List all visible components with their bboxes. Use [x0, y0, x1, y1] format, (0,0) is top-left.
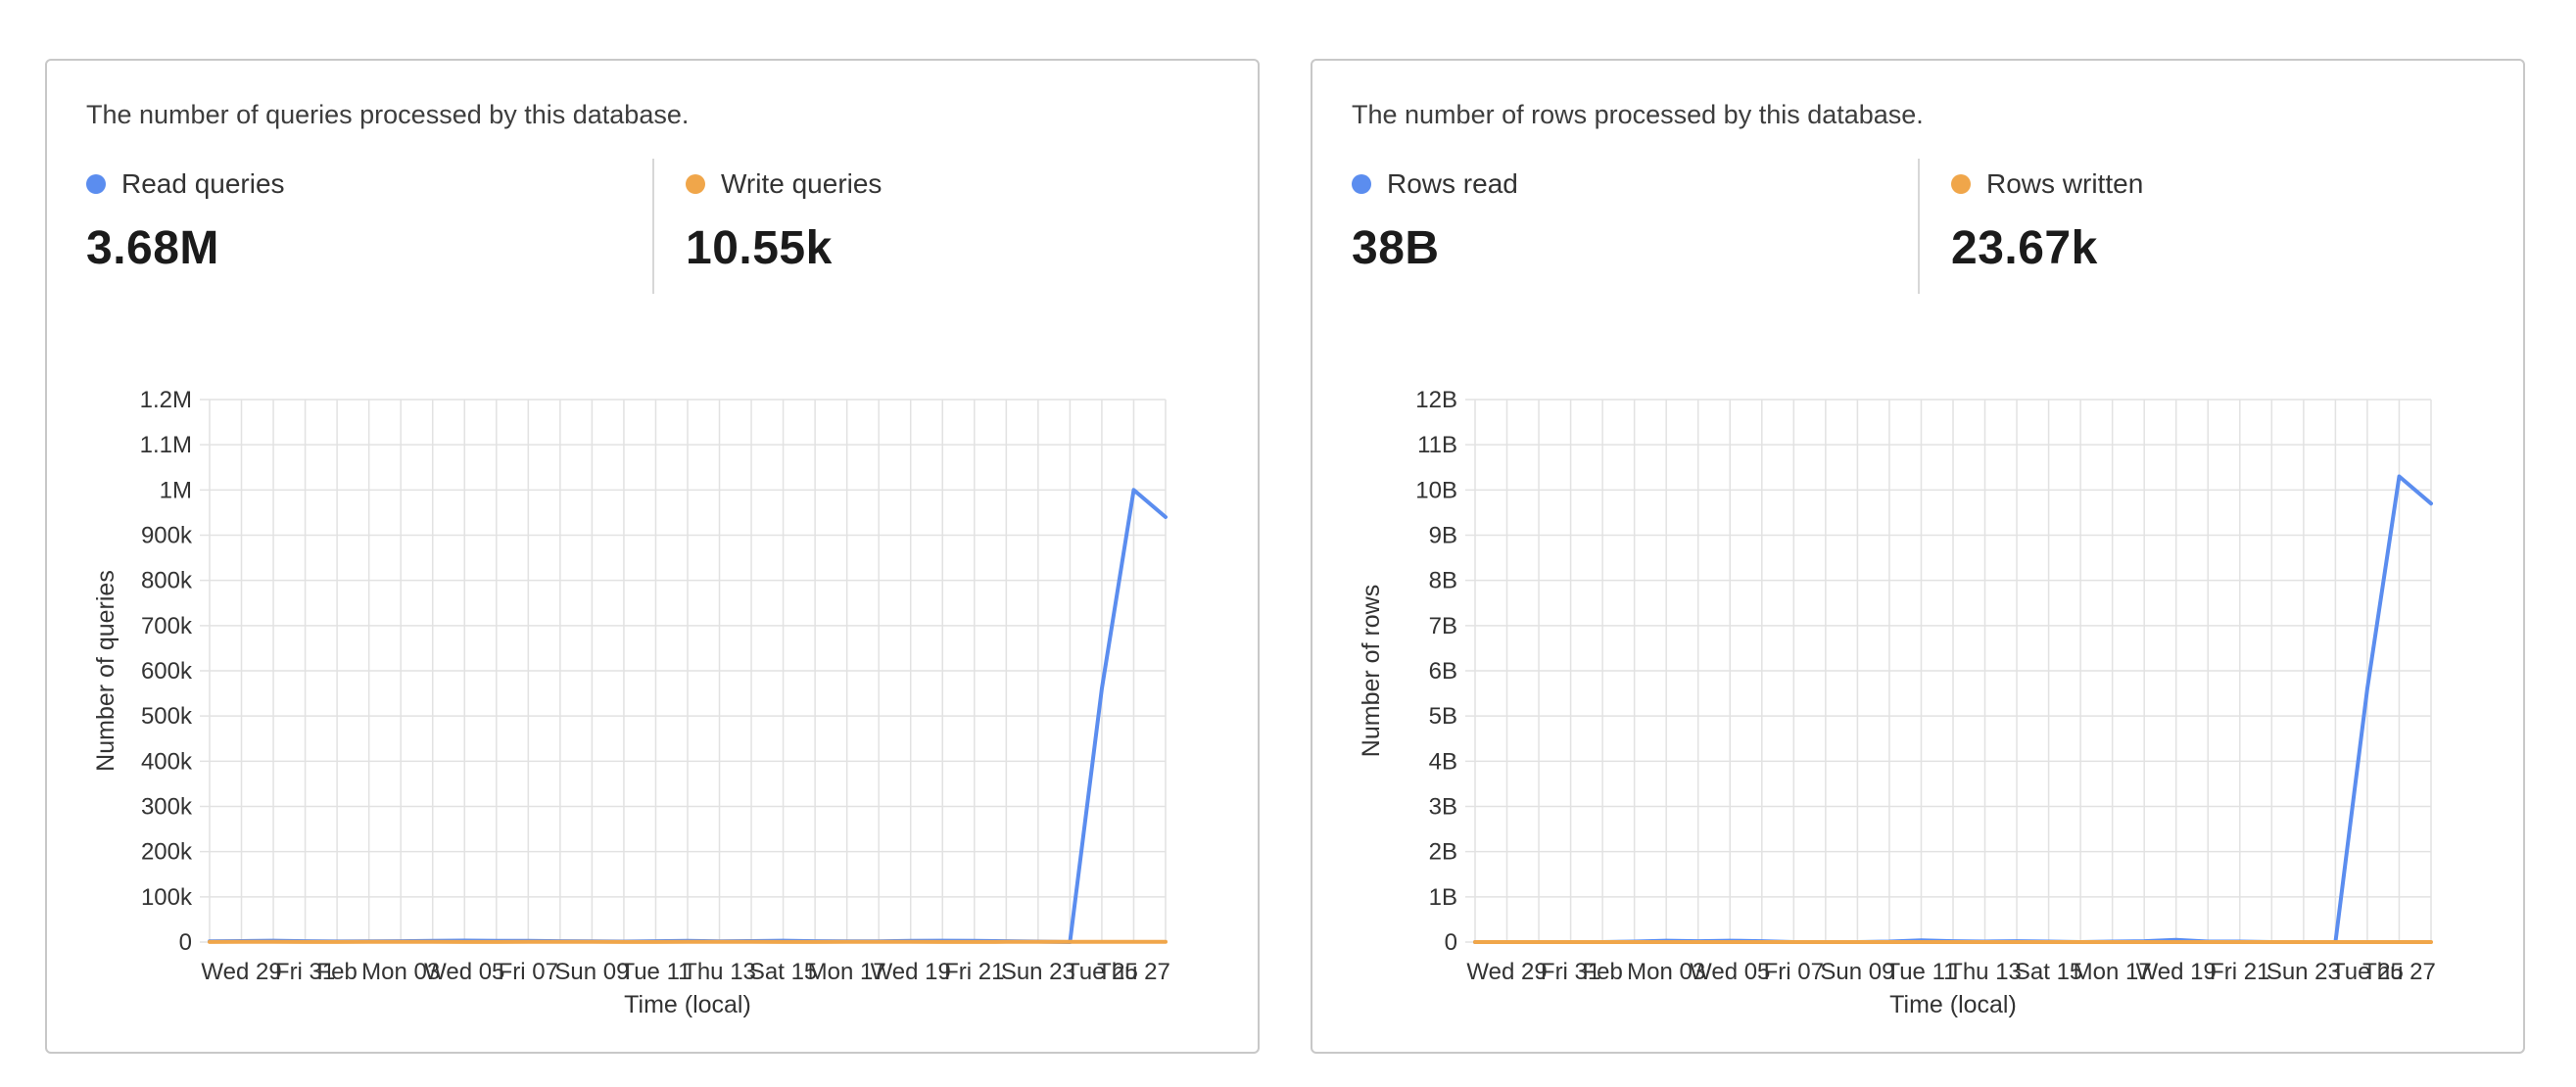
y-tick-label: 11B	[1417, 432, 1457, 458]
y-tick-label: 5B	[1429, 703, 1457, 730]
metric-divider	[652, 159, 654, 294]
y-tick-label: 3B	[1429, 794, 1457, 821]
metric-read-queries: Read queries 3.68M	[86, 168, 285, 275]
metric-value: 10.55k	[686, 222, 833, 274]
metric-label: Rows read	[1387, 168, 1518, 199]
x-tick-label: Mon 03	[361, 959, 440, 985]
metric-divider	[1918, 159, 1920, 294]
x-tick-label: Wed 19	[871, 959, 951, 985]
x-tick-label: Fri 07	[1764, 959, 1824, 985]
y-tick-label: 12B	[1415, 387, 1457, 413]
y-tick-label: 9B	[1429, 523, 1457, 549]
y-tick-label: 7B	[1429, 613, 1457, 639]
y-tick-label: 100k	[141, 884, 193, 911]
metric-rows-written: Rows written 23.67k	[1951, 168, 2143, 275]
y-tick-label: 10B	[1415, 477, 1457, 503]
metric-write-queries: Write queries 10.55k	[686, 168, 882, 275]
read-series-dot-icon	[1352, 174, 1371, 194]
card-description: The number of rows processed by this dat…	[1352, 100, 1924, 129]
x-tick-label: Fri 31	[275, 959, 335, 985]
x-tick-label: Fri 21	[944, 959, 1004, 985]
y-tick-label: 500k	[141, 703, 193, 730]
x-tick-label: Sat 15	[749, 959, 817, 985]
x-tick-label: Thu 13	[1948, 959, 2022, 985]
metric-label: Read queries	[121, 168, 285, 199]
x-tick-label: Wed 05	[424, 959, 504, 985]
x-tick-label: Sat 15	[2015, 959, 2082, 985]
write-series-dot-icon	[686, 174, 705, 194]
y-tick-label: 1M	[160, 477, 192, 503]
y-tick-label: 900k	[141, 523, 193, 549]
y-tick-label: 6B	[1429, 658, 1457, 685]
y-tick-label: 4B	[1429, 748, 1457, 775]
x-axis-title: Time (local)	[1889, 991, 2017, 1018]
x-tick-label: Sun 23	[1001, 959, 1075, 985]
x-tick-label: Feb	[316, 959, 357, 985]
x-tick-label: Wed 29	[1466, 959, 1547, 985]
queries-card: The number of queries processed by this …	[45, 59, 1260, 1054]
y-tick-label: 1.2M	[140, 387, 192, 413]
x-tick-label: Sun 09	[554, 959, 629, 985]
metric-label: Write queries	[721, 168, 883, 199]
x-axis-title: Time (local)	[624, 991, 751, 1018]
metric-value: 38B	[1352, 222, 1440, 274]
x-tick-label: Fri 07	[499, 959, 558, 985]
x-tick-label: Thu 13	[683, 959, 756, 985]
x-tick-label: Mon 17	[808, 959, 886, 985]
y-axis-title: Number of rows	[1358, 585, 1385, 757]
y-tick-label: 0	[179, 929, 192, 956]
x-tick-label: Tue 11	[620, 959, 691, 985]
y-tick-label: 2B	[1429, 839, 1457, 866]
y-tick-label: 200k	[141, 839, 193, 866]
y-tick-label: 300k	[141, 794, 193, 821]
y-tick-label: 1.1M	[140, 432, 192, 458]
x-tick-label: Thu 27	[2362, 959, 2436, 985]
x-tick-label: Sun 23	[2266, 959, 2341, 985]
x-tick-label: Fri 31	[1541, 959, 1600, 985]
y-tick-label: 8B	[1429, 568, 1457, 594]
write-series-dot-icon	[1951, 174, 1971, 194]
metric-label: Rows written	[1986, 168, 2144, 199]
metric-value: 23.67k	[1951, 222, 2098, 274]
queries-line-chart[interactable]: 0 100k 200k 300k 400k 500k 600k 700k 800k 900k 1M 1…	[47, 61, 1262, 1056]
metric-value: 3.68M	[86, 222, 219, 274]
x-tick-label: Wed 05	[1690, 959, 1770, 985]
y-tick-label: 1B	[1429, 884, 1457, 911]
x-tick-label: Mon 03	[1627, 959, 1705, 985]
read-series-dot-icon	[86, 174, 106, 194]
card-description: The number of queries processed by this …	[86, 100, 690, 129]
x-tick-label: Tue 25	[1066, 959, 1138, 985]
x-tick-label: Mon 17	[2074, 959, 2152, 985]
y-tick-label: 0	[1445, 929, 1457, 956]
x-tick-label: Sun 09	[1820, 959, 1894, 985]
y-tick-label: 700k	[141, 613, 193, 639]
x-tick-label: Feb	[1582, 959, 1622, 985]
y-tick-label: 600k	[141, 658, 193, 685]
y-tick-label: 800k	[141, 568, 193, 594]
y-axis-title: Number of queries	[92, 570, 119, 772]
x-tick-label: Wed 19	[2136, 959, 2217, 985]
x-tick-label: Thu 27	[1097, 959, 1170, 985]
metric-rows-read: Rows read 38B	[1352, 168, 1518, 275]
y-tick-label: 400k	[141, 748, 193, 775]
x-tick-label: Wed 29	[201, 959, 281, 985]
x-tick-label: Tue 11	[1885, 959, 1956, 985]
rows-card: The number of rows processed by this dat…	[1311, 59, 2525, 1054]
x-tick-label: Tue 25	[2331, 959, 2404, 985]
x-tick-label: Fri 21	[2210, 959, 2269, 985]
